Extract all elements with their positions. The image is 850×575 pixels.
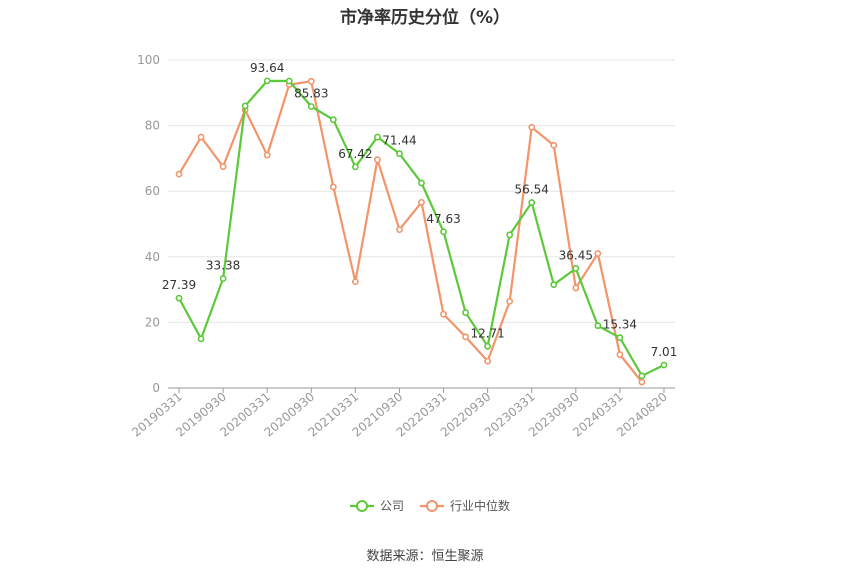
data-point <box>506 231 514 239</box>
y-tick-label: 100 <box>137 53 160 67</box>
data-point <box>572 265 580 272</box>
data-label: 7.01 <box>651 345 678 359</box>
data-point <box>594 250 602 257</box>
legend-marker <box>356 500 368 512</box>
data-point <box>197 335 205 343</box>
data-point <box>638 372 646 380</box>
data-label: 33.38 <box>206 259 240 273</box>
data-point <box>351 163 359 171</box>
data-label: 27.39 <box>162 278 196 292</box>
legend-label: 行业中位数 <box>450 498 510 513</box>
data-point <box>638 378 646 386</box>
data-point <box>528 123 536 131</box>
data-point <box>528 199 536 206</box>
data-point <box>285 77 293 85</box>
data-point <box>440 310 447 318</box>
source-note: 数据来源：恒生聚源 <box>366 549 484 564</box>
data-point <box>484 342 492 350</box>
data-label: 71.44 <box>382 134 416 148</box>
chart-title: 市净率历史分位（%） <box>339 8 511 28</box>
data-point <box>241 102 249 110</box>
data-point <box>307 77 315 85</box>
data-label: 93.64 <box>250 61 284 75</box>
data-point <box>396 150 403 158</box>
data-label: 15.34 <box>603 318 637 332</box>
data-point <box>440 228 447 236</box>
data-point <box>506 298 514 305</box>
data-point <box>594 322 602 330</box>
data-point <box>351 278 359 286</box>
series-layer <box>175 77 668 386</box>
data-point <box>616 351 624 358</box>
data-point <box>197 133 205 141</box>
y-axis: 0 20 40 60 80 100 <box>137 53 160 395</box>
y-tick-label: 40 <box>145 250 160 264</box>
data-labels: 27.39 33.38 93.64 85.83 67.42 71.44 47.63 12.71… <box>162 61 677 359</box>
data-point <box>374 156 381 164</box>
data-point <box>175 170 183 178</box>
legend-marker <box>426 500 438 512</box>
data-point <box>219 163 227 170</box>
data-point <box>396 226 403 233</box>
y-tick-label: 20 <box>145 315 160 329</box>
data-label: 85.83 <box>294 86 328 100</box>
data-point <box>329 116 337 124</box>
data-point <box>550 141 558 149</box>
data-label: 67.42 <box>338 147 372 161</box>
data-point <box>462 333 469 341</box>
data-point <box>462 309 469 316</box>
data-point <box>418 179 425 187</box>
y-tick-label: 60 <box>145 184 160 198</box>
data-point <box>418 198 425 206</box>
data-label: 12.71 <box>470 326 504 340</box>
data-point <box>263 77 271 85</box>
data-point <box>572 284 580 292</box>
data-point <box>175 294 183 302</box>
legend: 公司 行业中位数 <box>350 498 510 513</box>
data-point <box>219 275 227 282</box>
data-label: 56.54 <box>515 183 549 197</box>
x-axis: 2019033120190930202003312020093020210331… <box>129 387 675 440</box>
data-point <box>550 281 558 289</box>
legend-label: 公司 <box>380 499 404 513</box>
data-point <box>329 183 337 191</box>
data-point <box>616 334 624 342</box>
y-tick-label: 80 <box>145 119 160 133</box>
data-label: 47.63 <box>426 212 460 226</box>
y-tick-label: 0 <box>152 381 160 395</box>
data-point <box>374 133 381 141</box>
gridlines <box>168 59 675 323</box>
data-point <box>307 103 315 110</box>
data-label: 36.45 <box>559 248 593 262</box>
series-line <box>178 80 643 383</box>
data-point <box>263 151 271 159</box>
data-point <box>660 361 668 369</box>
data-point <box>484 357 492 365</box>
